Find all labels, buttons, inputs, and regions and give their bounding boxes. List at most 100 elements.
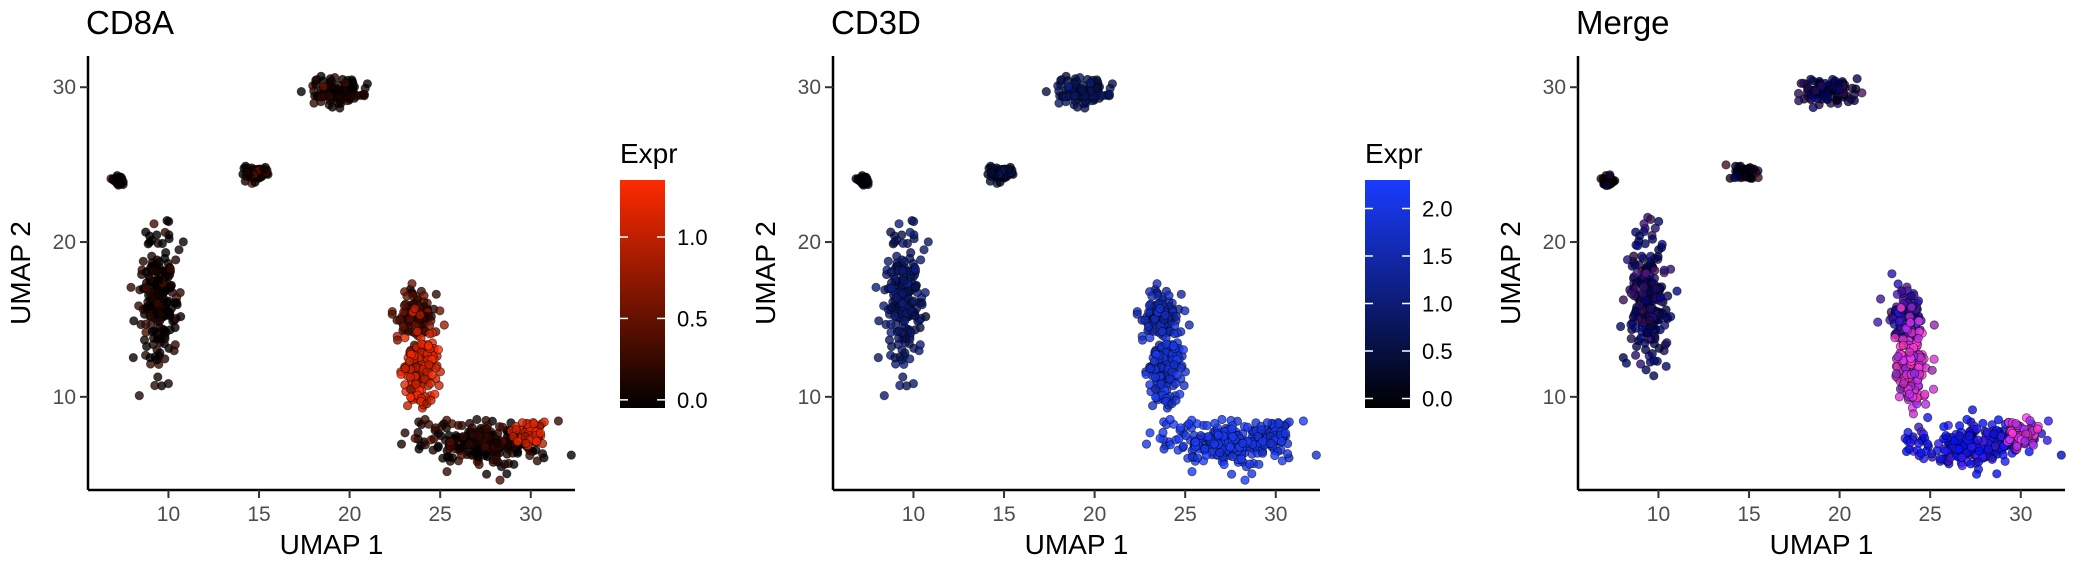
data-point [1730, 173, 1740, 183]
y-tick-label: 20 [1543, 231, 1566, 254]
data-point [1941, 430, 1951, 441]
data-point [1974, 457, 1984, 467]
data-point [149, 326, 160, 336]
data-point [445, 437, 455, 447]
data-point [1957, 460, 1967, 471]
data-point [1078, 85, 1088, 95]
data-point [905, 227, 915, 237]
data-point [1636, 359, 1646, 369]
x-tick-label: 15 [247, 503, 270, 526]
data-point [470, 447, 480, 458]
data-point [1974, 446, 1985, 456]
data-point [1651, 284, 1661, 294]
legend-title: Expr [1365, 138, 1423, 169]
data-point [1631, 227, 1641, 237]
y-tick-label: 30 [53, 76, 76, 99]
data-point [362, 79, 372, 89]
data-point [1616, 321, 1626, 332]
x-axis-label: UMAP 1 [280, 529, 384, 560]
data-point [1283, 449, 1293, 459]
data-point [472, 414, 482, 425]
data-point [1876, 294, 1886, 304]
data-point [415, 310, 425, 320]
data-point [396, 439, 407, 449]
data-point [1209, 439, 1219, 449]
data-point [1657, 308, 1668, 319]
data-point [402, 401, 413, 411]
data-point [1654, 343, 1664, 353]
data-point [178, 237, 188, 247]
data-point [442, 466, 452, 477]
data-point [1910, 368, 1920, 378]
data-point [327, 102, 337, 112]
data-point [1645, 304, 1656, 314]
data-point [164, 216, 174, 227]
data-point [474, 459, 484, 470]
data-point [1155, 303, 1165, 314]
data-point [921, 311, 931, 322]
data-point [324, 91, 335, 101]
data-point [404, 356, 415, 366]
data-point [531, 436, 542, 447]
data-point [1672, 286, 1682, 296]
data-point [1630, 260, 1640, 270]
data-point [1655, 293, 1665, 303]
data-point [1972, 424, 1982, 434]
data-point [1721, 160, 1731, 170]
data-point [1227, 469, 1237, 479]
data-point [134, 390, 144, 401]
data-point [400, 363, 410, 374]
data-point [1796, 78, 1806, 89]
x-tick-label: 20 [1083, 503, 1106, 526]
data-point [1639, 282, 1649, 292]
data-point [1816, 81, 1826, 91]
data-point [1632, 341, 1642, 352]
x-tick-label: 25 [429, 503, 452, 526]
data-point [447, 453, 458, 463]
data-point [856, 174, 867, 184]
x-tick-label: 30 [2009, 503, 2032, 526]
data-point [491, 454, 501, 464]
data-point [155, 316, 165, 326]
data-point [164, 296, 174, 306]
data-point [1933, 439, 1944, 449]
data-point [1923, 439, 1933, 449]
data-point [529, 419, 539, 429]
data-point [347, 83, 357, 93]
data-point [1171, 395, 1181, 405]
data-point [1929, 354, 1939, 364]
data-point [1916, 448, 1926, 458]
data-point [894, 326, 905, 336]
data-point [1176, 423, 1186, 433]
data-point [154, 275, 164, 285]
data-point [407, 279, 417, 289]
data-point [1990, 441, 2001, 451]
data-point [430, 423, 441, 433]
data-point [1972, 469, 1982, 479]
data-point [1906, 291, 1916, 301]
data-point [1311, 450, 1321, 460]
data-point [1238, 438, 1248, 448]
data-point [1626, 333, 1636, 344]
legend-tick-label: 1.0 [677, 225, 708, 250]
data-point [1898, 340, 1908, 350]
data-point [1145, 428, 1155, 438]
legend-tick-label: 0.0 [677, 388, 708, 413]
data-point [1107, 79, 1118, 89]
data-point [1905, 347, 1915, 357]
data-point [1262, 418, 1272, 428]
data-point [126, 282, 136, 292]
data-point [420, 440, 430, 450]
data-point [1964, 431, 1975, 441]
data-point [1641, 365, 1651, 375]
data-point [400, 428, 410, 438]
data-point [1254, 459, 1264, 469]
data-point [1921, 399, 1931, 409]
data-point [171, 255, 181, 265]
data-point [1973, 435, 1983, 445]
data-point [500, 459, 510, 469]
data-point [426, 311, 436, 321]
data-point [553, 416, 564, 426]
data-point [883, 256, 893, 266]
